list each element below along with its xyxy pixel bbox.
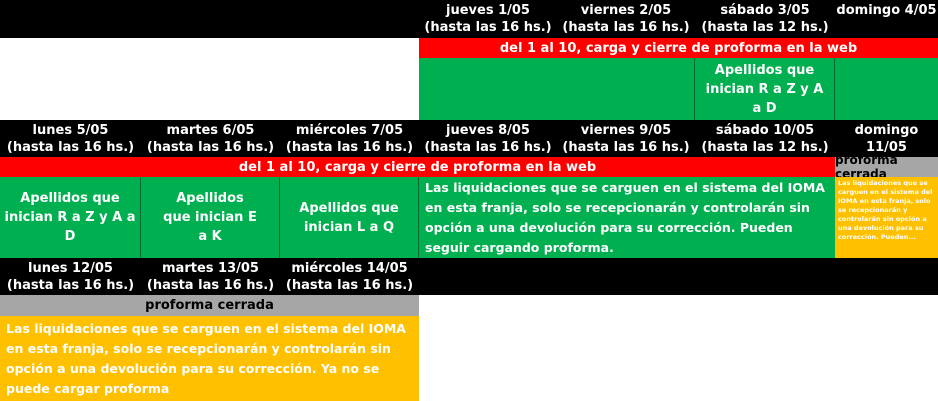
blank-header (0, 0, 419, 38)
day-header-thu-8: jueves 8/05 (hasta las 16 hs.) (419, 120, 557, 157)
open-period-cell (419, 58, 695, 120)
day-header-fri-9: viernes 9/05 (hasta las 16 hs.) (557, 120, 695, 157)
day-header-sat-3: sábado 3/05 (hasta las 12 hs.) (695, 0, 835, 38)
load-period-banner: del 1 al 10, carga y cierre de proforma … (0, 157, 835, 177)
late-load-notice: Las liquidaciones que se carguen en el s… (419, 177, 835, 258)
day-header-sun-11: domingo 11/05 (835, 120, 938, 157)
day-header-mon-12: lunes 12/05 (hasta las 16 hs.) (0, 258, 141, 295)
surname-group-wed-7: Apellidos que inician L a Q (280, 177, 419, 258)
day-header-wed-14: miércoles 14/05 (hasta las 16 hs.) (280, 258, 419, 295)
surname-group-tue-6: Apellidos que inician E a K (141, 177, 280, 258)
day-header-tue-13: martes 13/05 (hasta las 16 hs.) (141, 258, 280, 295)
day-header-mon-5: lunes 5/05 (hasta las 16 hs.) (0, 120, 141, 157)
open-period-cell-sun (835, 58, 938, 120)
late-load-notice-small: Las liquidaciones que se carguen en el s… (835, 177, 938, 258)
load-period-banner: del 1 al 10, carga y cierre de proforma … (419, 38, 938, 58)
closed-label: proforma cerrada (0, 295, 419, 316)
closed-label: proforma cerrada (835, 157, 938, 177)
day-header-sun-4: domingo 4/05 (835, 0, 938, 38)
blank-header (419, 258, 938, 295)
day-header-thu-1: jueves 1/05 (hasta las 16 hs.) (419, 0, 557, 38)
surname-group-mon-5: Apellidos que inician R a Z y A a D (0, 177, 141, 258)
day-header-sat-10: sábado 10/05 (hasta las 12 hs.) (695, 120, 835, 157)
day-header-fri-2: viernes 2/05 (hasta las 16 hs.) (557, 0, 695, 38)
surname-group-sat-3: Apellidos que inician R a Z y A a D (695, 58, 835, 120)
day-header-tue-6: martes 6/05 (hasta las 16 hs.) (141, 120, 280, 157)
closed-period-notice: Las liquidaciones que se carguen en el s… (0, 316, 419, 401)
day-header-wed-7: miércoles 7/05 (hasta las 16 hs.) (280, 120, 419, 157)
